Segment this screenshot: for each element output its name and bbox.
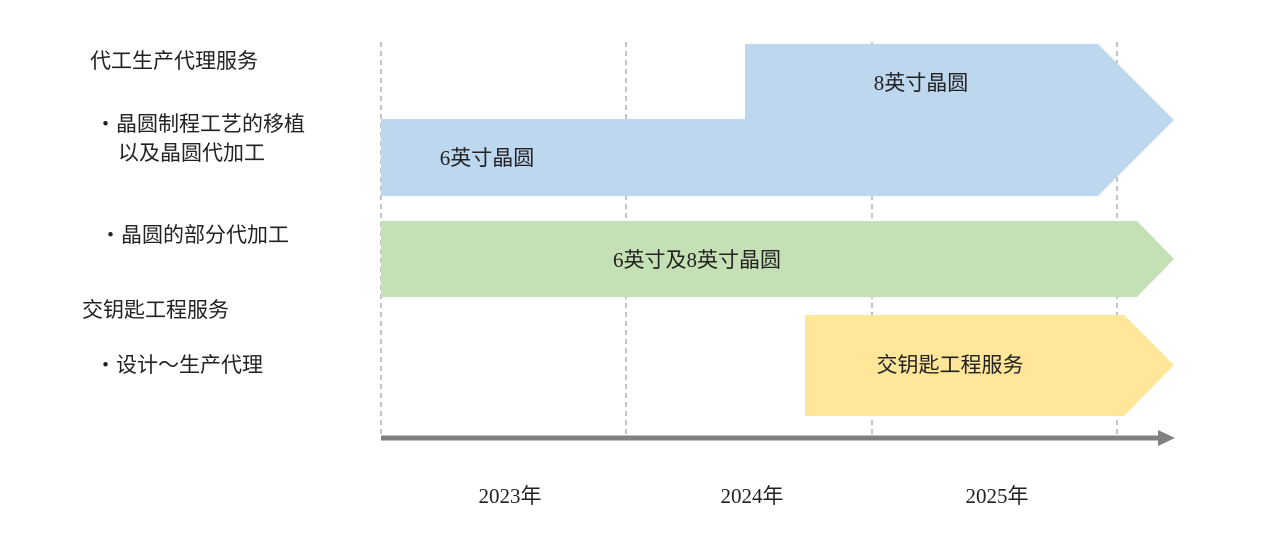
service-label: ・晶圆的部分代加工 xyxy=(100,223,289,247)
service-label: 交钥匙工程服务 xyxy=(82,298,229,322)
turnkey-arrow xyxy=(805,315,1174,416)
service-label: ・晶圆制程工艺的移植 xyxy=(95,112,305,136)
arrow-label: 6英寸晶圆 xyxy=(440,146,535,170)
year-label: 2024年 xyxy=(721,484,784,508)
year-label: 2025年 xyxy=(966,484,1029,508)
wafer-arrow xyxy=(381,44,1174,196)
time-axis-head xyxy=(1158,430,1175,446)
arrow-label: 8英寸晶圆 xyxy=(874,71,969,95)
arrow-label: 6英寸及8英寸晶圆 xyxy=(613,248,781,272)
arrow-label: 交钥匙工程服务 xyxy=(877,353,1024,377)
service-label: 以及晶圆代加工 xyxy=(118,141,265,165)
partial-arrow xyxy=(381,221,1174,297)
year-label: 2023年 xyxy=(479,484,542,508)
service-label: 代工生产代理服务 xyxy=(90,49,258,73)
service-label: ・设计～生产代理 xyxy=(95,353,263,377)
